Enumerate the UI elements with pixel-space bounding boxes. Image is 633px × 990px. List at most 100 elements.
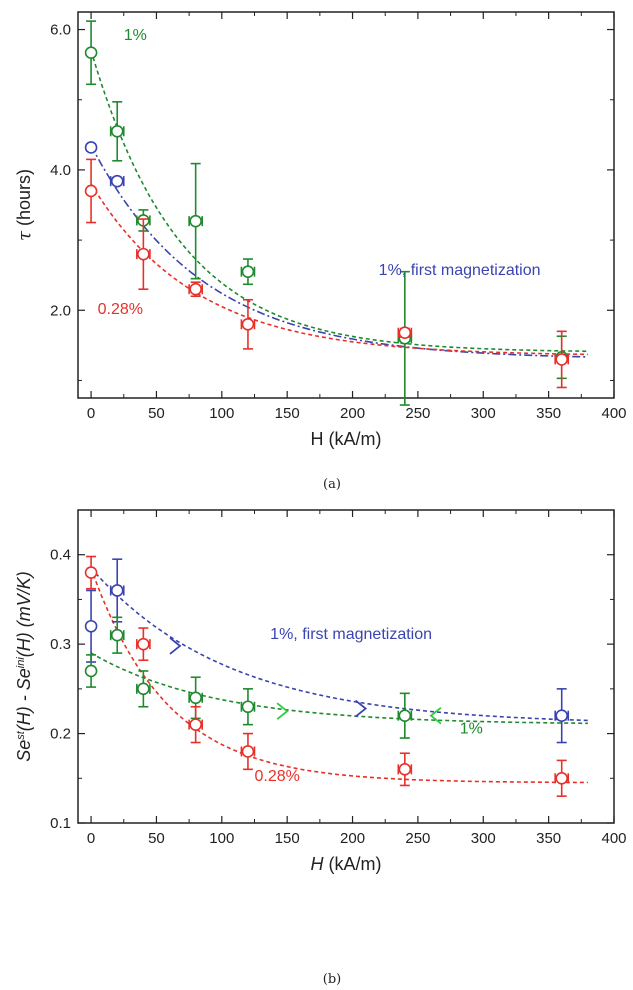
data-point xyxy=(109,616,125,654)
curve-arrow xyxy=(355,699,368,718)
data-marker xyxy=(84,664,98,678)
series-0 xyxy=(84,558,570,744)
data-point xyxy=(554,759,570,797)
chart-panel-1: 0 50 100 150 200 250 300 350 400 0.1 0.2 0.3 0.4 H (k… xyxy=(14,509,627,987)
data-point xyxy=(397,692,413,739)
fit-curves xyxy=(90,567,588,784)
fit-curve-series-0 xyxy=(90,50,588,353)
x-tick-label: 100 xyxy=(209,830,234,847)
y-axis-superscript: ini xyxy=(15,657,27,669)
data-marker xyxy=(555,353,569,366)
x-tick-label: 50 xyxy=(148,405,165,422)
data-marker xyxy=(398,763,412,776)
series-1 xyxy=(84,616,413,739)
panel-label: (b) xyxy=(323,972,341,987)
y-tick-label: 0.3 xyxy=(50,636,71,653)
data-point xyxy=(554,688,570,744)
x-tick-label: 50 xyxy=(148,830,165,847)
panel-label: (a) xyxy=(323,477,341,492)
data-point xyxy=(84,555,98,590)
x-tick-label: 300 xyxy=(471,830,496,847)
y-tick-label: 6.0 xyxy=(50,22,71,39)
data-point xyxy=(84,141,98,154)
data-marker xyxy=(189,282,202,296)
data-point xyxy=(109,101,125,162)
y-axis-superscript: st xyxy=(15,730,27,740)
data-marker xyxy=(110,125,124,138)
data-point xyxy=(554,330,570,389)
y-tick-label: 0.4 xyxy=(50,547,71,564)
y-axis-part: (H) (mV/K) xyxy=(14,571,34,657)
data-marker xyxy=(137,682,150,696)
series-annotation: 0.28% xyxy=(254,768,299,785)
data-marker xyxy=(110,174,124,188)
series-annotation: 1% xyxy=(124,27,147,44)
x-axis-title: H (kA/m) xyxy=(311,854,382,874)
fit-curve-series-1 xyxy=(90,144,588,358)
data-point xyxy=(188,162,203,280)
data-point xyxy=(397,326,413,340)
curve-arrow xyxy=(429,706,442,725)
x-tick-label: 400 xyxy=(601,405,626,422)
y-axis-title: Sest(H) - Seini(H) (mV/K) xyxy=(14,571,34,762)
x-tick-label: 200 xyxy=(340,830,365,847)
data-point xyxy=(240,688,256,726)
fit-curve-series-0 xyxy=(90,567,588,722)
data-marker xyxy=(241,745,255,758)
y-tick-label: 4.0 xyxy=(50,162,71,179)
data-point xyxy=(397,752,413,787)
data-marker xyxy=(189,691,202,705)
data-marker xyxy=(84,141,98,154)
x-tick-label: 150 xyxy=(275,405,300,422)
data-marker xyxy=(241,265,255,278)
y-axis-title: τ (hours) xyxy=(14,169,35,241)
data-marker xyxy=(555,771,569,785)
data-point xyxy=(109,174,125,188)
fit-curves xyxy=(90,50,588,358)
data-point xyxy=(84,589,98,663)
data-marker xyxy=(110,584,124,597)
series-annotation: 1%, first magnetization xyxy=(270,626,432,643)
data-point xyxy=(84,158,98,224)
x-tick-label: 250 xyxy=(405,830,430,847)
series-annotation: 1% xyxy=(460,721,483,738)
data-point xyxy=(136,670,151,708)
data-point xyxy=(136,218,151,291)
x-tick-label: 350 xyxy=(536,830,561,847)
x-tick-label: 0 xyxy=(87,405,95,422)
series-annotation: 1%, first magnetization xyxy=(379,262,541,279)
x-tick-label: 350 xyxy=(536,405,561,422)
chart-panel-0: 0 50 100 150 200 250 300 350 400 2.0 4.0 6.0 H (kA/m… xyxy=(14,11,627,492)
data-marker xyxy=(84,566,98,579)
x-tick-label: 200 xyxy=(340,405,365,422)
series-2 xyxy=(84,555,570,797)
x-tick-label: 150 xyxy=(275,830,300,847)
series-0 xyxy=(84,20,569,406)
data-marker xyxy=(189,718,202,731)
plot-frame xyxy=(77,11,615,399)
y-axis-unit: (hours) xyxy=(14,169,34,231)
data-marker xyxy=(398,326,412,340)
y-tick-label: 0.1 xyxy=(50,815,71,832)
fit-curve-series-2 xyxy=(90,567,588,784)
data-marker xyxy=(398,709,412,722)
x-tick-label: 100 xyxy=(209,405,234,422)
data-marker xyxy=(110,628,124,642)
x-tick-label: 250 xyxy=(405,405,430,422)
y-axis-part: (H) - Se xyxy=(14,668,34,731)
data-point xyxy=(240,732,256,771)
y-axis-part: Se xyxy=(14,740,34,762)
x-tick-label: 300 xyxy=(471,405,496,422)
data-marker xyxy=(84,46,98,60)
data-marker xyxy=(241,700,255,714)
data-marker xyxy=(84,184,98,198)
data-point xyxy=(109,558,125,623)
x-tick-label: 0 xyxy=(87,830,95,847)
x-tick-label: 400 xyxy=(601,830,626,847)
data-point xyxy=(84,20,98,86)
data-marker xyxy=(84,619,98,633)
data-point xyxy=(136,627,151,662)
y-tick-label: 0.2 xyxy=(50,726,71,743)
y-axis-symbol: τ xyxy=(14,230,35,241)
